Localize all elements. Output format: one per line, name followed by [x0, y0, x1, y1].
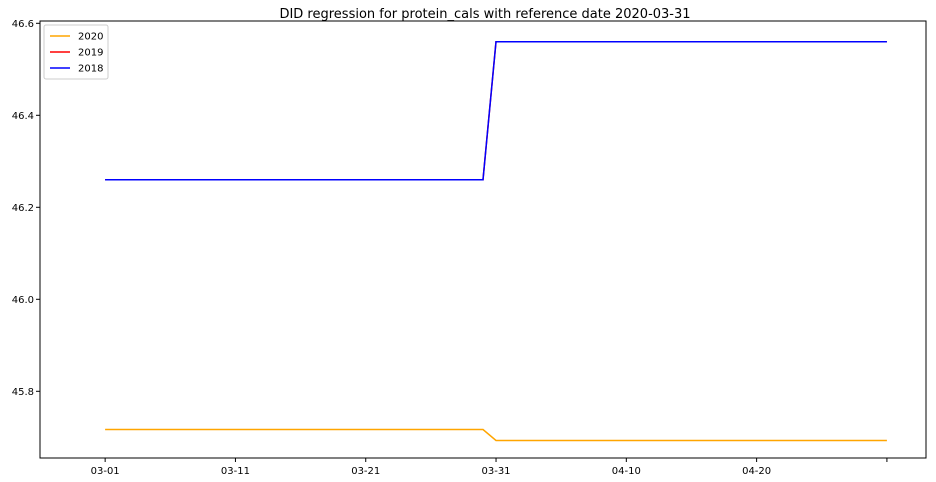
legend-label: 2019 — [78, 48, 103, 59]
series-line-2020 — [105, 428, 887, 442]
series-line-2018 — [105, 40, 887, 181]
y-tick-label: 46.2 — [12, 203, 34, 214]
y-tick-label: 45.8 — [12, 387, 34, 398]
x-tick-label: 03-11 — [221, 466, 250, 477]
legend-label: 2018 — [78, 64, 103, 75]
x-tick-label: 03-31 — [481, 466, 510, 477]
chart-title: DID regression for protein_cals with ref… — [279, 7, 690, 22]
y-tick-label: 46.4 — [12, 111, 34, 122]
y-tick-label: 46.6 — [12, 19, 34, 30]
x-tick-label: 04-10 — [612, 466, 641, 477]
legend-label: 2020 — [78, 32, 103, 43]
legend-box — [43, 24, 109, 80]
x-tick-label: 04-20 — [742, 466, 771, 477]
y-tick-label: 46.0 — [12, 295, 34, 306]
axes-layer: 03-01 03-11 03-21 03-31 04-10 04-20 45.8 46.0 46… — [12, 19, 927, 477]
x-tick-label: 03-01 — [91, 466, 120, 477]
legend: 2020 2019 2018 — [43, 24, 109, 80]
x-tick-label: 03-21 — [351, 466, 380, 477]
plot-frame — [39, 20, 927, 459]
series-layer — [105, 40, 887, 442]
